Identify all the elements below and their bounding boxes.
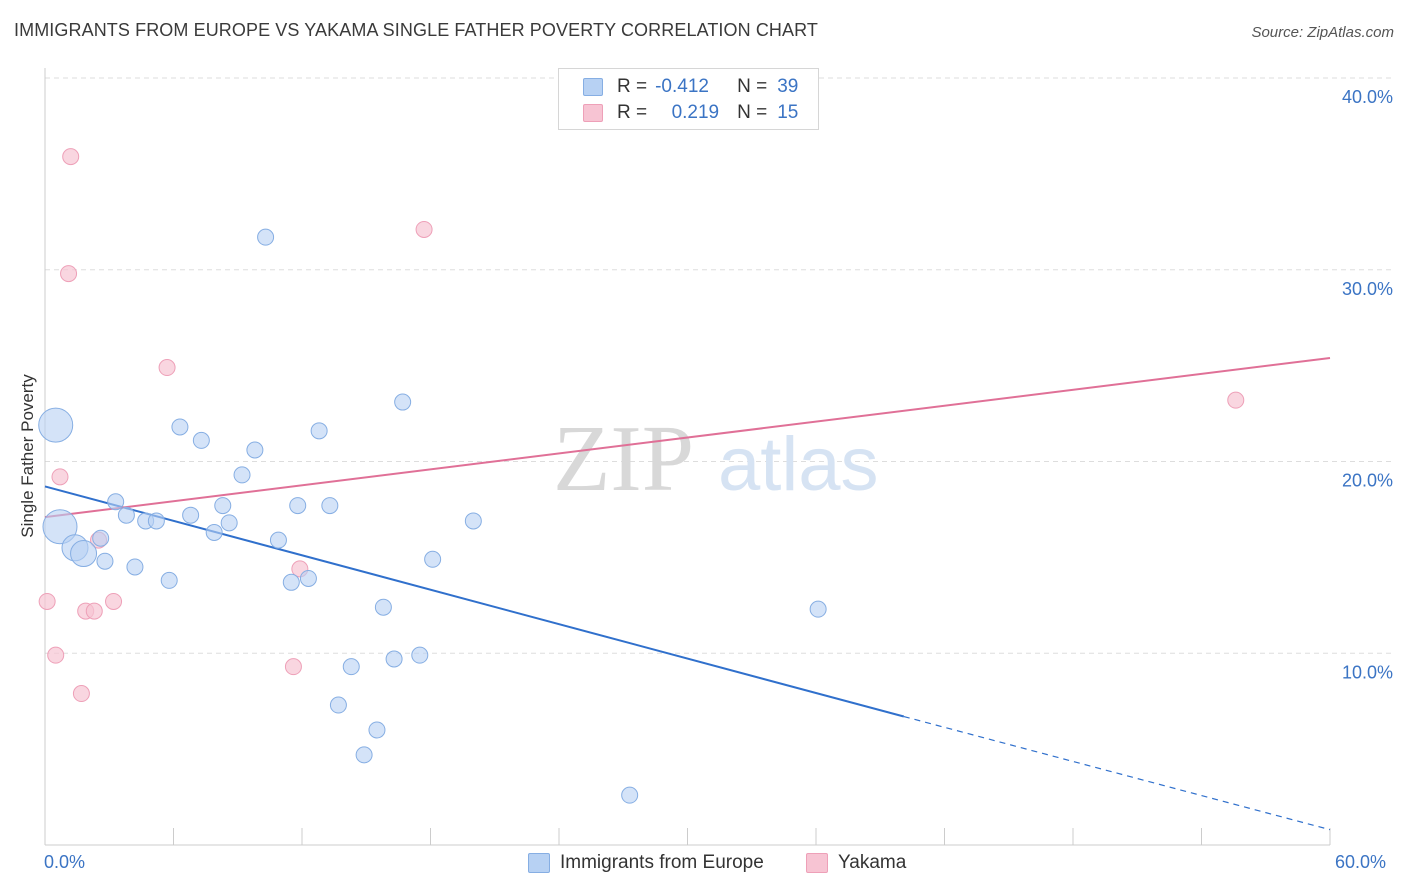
- yakama-point: [60, 265, 78, 283]
- europe-point: [205, 523, 223, 541]
- europe-point: [374, 598, 392, 616]
- europe-point: [342, 658, 360, 676]
- europe-point: [233, 466, 251, 484]
- europe-point: [92, 529, 110, 547]
- europe-point: [282, 573, 300, 591]
- europe-point: [192, 431, 210, 449]
- europe-point: [809, 600, 827, 618]
- legend-row-europe: R = -0.412 N = 39: [583, 75, 798, 99]
- yakama-point: [284, 658, 302, 676]
- europe-point: [246, 441, 264, 459]
- europe-point: [269, 531, 287, 549]
- y-tick-label: 10.0%: [1342, 662, 1393, 682]
- x-tick-label-min: 0.0%: [44, 852, 86, 872]
- europe-point: [424, 550, 442, 568]
- yakama-point: [158, 359, 176, 377]
- europe-trend-line: [44, 485, 905, 718]
- n-label: N =: [737, 76, 768, 97]
- yakama-legend-swatch: [806, 853, 828, 873]
- chart-title: IMMIGRANTS FROM EUROPE VS YAKAMA SINGLE …: [14, 20, 819, 40]
- yakama-point: [62, 148, 80, 166]
- yakama-point: [47, 646, 65, 664]
- r-value: 0.219: [671, 102, 720, 123]
- europe-point: [394, 393, 412, 411]
- europe-point: [96, 552, 114, 570]
- legend-label-yakama: Yakama: [838, 852, 907, 873]
- gridlines: [45, 77, 1392, 654]
- x-tick-label-max: 60.0%: [1335, 852, 1387, 872]
- y-tick-labels: 10.0% 20.0% 30.0% 40.0%: [1342, 87, 1393, 682]
- europe-point: [182, 506, 200, 524]
- europe-point: [321, 497, 339, 515]
- watermark-atlas: atlas: [718, 422, 879, 507]
- yakama-trend-line: [44, 356, 1331, 519]
- r-label: R =: [617, 102, 648, 123]
- legend-row-yakama: R = 0.219 N = 15: [583, 101, 798, 125]
- europe-point: [171, 418, 189, 436]
- watermark: ZIP atlas: [553, 407, 879, 511]
- europe-trend-extension: [903, 715, 1331, 831]
- europe-swatch: [583, 78, 603, 96]
- data-points: [38, 148, 1245, 804]
- europe-point: [621, 786, 639, 804]
- y-tick-label: 20.0%: [1342, 471, 1393, 491]
- europe-point: [126, 558, 144, 576]
- series-legend: Immigrants from Europe Yakama: [0, 852, 1406, 878]
- europe-point: [257, 228, 275, 246]
- europe-point: [299, 569, 317, 587]
- europe-point: [117, 506, 135, 524]
- europe-point: [70, 540, 98, 568]
- legend-label-europe: Immigrants from Europe: [560, 852, 764, 873]
- yakama-swatch: [583, 104, 603, 122]
- europe-point: [310, 422, 328, 440]
- n-value: 15: [777, 102, 799, 123]
- europe-legend-swatch: [528, 853, 550, 873]
- yakama-point: [415, 220, 433, 238]
- europe-point: [411, 646, 429, 664]
- n-label: N =: [737, 102, 768, 123]
- y-tick-label: 30.0%: [1342, 279, 1393, 299]
- europe-point: [160, 571, 178, 589]
- n-value: 39: [777, 76, 799, 97]
- yakama-point: [85, 602, 103, 620]
- europe-point: [220, 514, 238, 532]
- y-tick-label: 40.0%: [1342, 87, 1393, 107]
- axes: [44, 68, 1331, 846]
- r-value: -0.412: [655, 76, 709, 97]
- watermark-zip: ZIP: [553, 407, 694, 511]
- europe-point: [214, 497, 232, 515]
- yakama-point: [1227, 391, 1245, 409]
- source-label: Source: ZipAtlas.com: [1251, 24, 1394, 41]
- europe-point: [368, 721, 386, 739]
- yakama-point: [38, 592, 56, 610]
- legend-item-yakama: Yakama: [806, 852, 906, 874]
- europe-point: [385, 650, 403, 668]
- r-label: R =: [617, 76, 648, 97]
- trend-lines: [44, 356, 1331, 831]
- europe-point: [107, 493, 125, 511]
- yakama-point: [51, 468, 69, 486]
- europe-point: [355, 746, 373, 764]
- legend-item-europe: Immigrants from Europe: [528, 852, 764, 874]
- europe-point: [289, 497, 307, 515]
- europe-point: [464, 512, 482, 530]
- europe-point: [42, 509, 78, 545]
- correlation-legend: R = -0.412 N = 39 R = 0.219 N = 15: [558, 68, 819, 130]
- y-axis-label: Single Father Poverty: [18, 374, 37, 538]
- yakama-point: [105, 592, 123, 610]
- yakama-point: [72, 685, 90, 703]
- europe-point: [38, 407, 74, 443]
- europe-point: [329, 696, 347, 714]
- europe-point: [147, 512, 165, 530]
